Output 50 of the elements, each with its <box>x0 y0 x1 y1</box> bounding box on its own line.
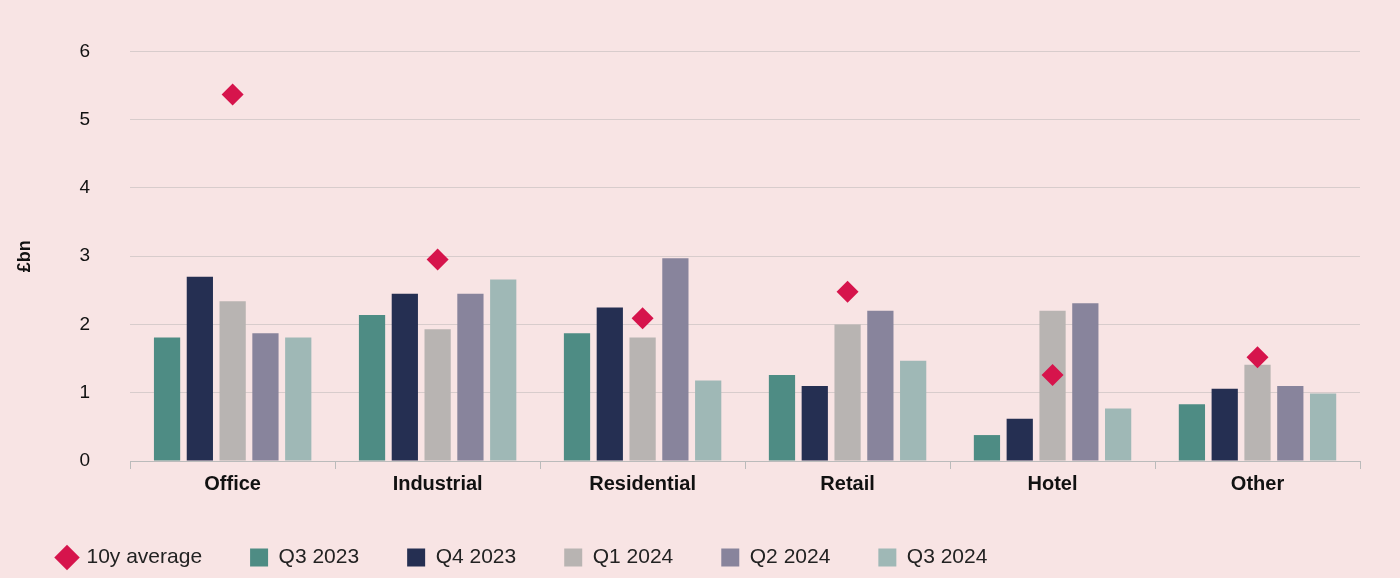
bar <box>1277 385 1304 461</box>
bar <box>1211 388 1238 461</box>
bar <box>1072 303 1099 461</box>
y-axis-title: £bn <box>13 240 34 273</box>
legend-label: 10y average <box>86 544 203 568</box>
bar <box>695 380 722 461</box>
bar <box>1105 408 1132 461</box>
bar <box>457 293 484 461</box>
y-tick-label: 0 <box>79 449 91 471</box>
y-tick-label: 1 <box>79 380 91 402</box>
bar <box>153 337 181 461</box>
bar <box>186 276 213 461</box>
point <box>1041 363 1064 386</box>
bar <box>596 307 623 461</box>
x-tick-label: Office <box>204 471 261 494</box>
bar <box>252 333 279 461</box>
bar <box>662 258 689 461</box>
x-tick-label: Other <box>1230 471 1285 494</box>
legend-label: Q4 2023 <box>435 544 517 568</box>
y-tick-label: 6 <box>79 39 91 61</box>
bar <box>391 293 418 461</box>
x-tick-label: Retail <box>820 471 875 494</box>
bar <box>563 333 591 461</box>
legend-label: Q2 2024 <box>749 544 831 568</box>
bar <box>768 374 796 461</box>
legend-label: Q3 2024 <box>906 544 988 568</box>
x-tick-label: Hotel <box>1027 471 1078 494</box>
point <box>1246 346 1269 369</box>
y-tick-label: 4 <box>79 176 91 198</box>
x-tick-label: Industrial <box>392 471 483 494</box>
bar <box>867 310 894 461</box>
bar <box>801 385 828 461</box>
bar <box>285 337 312 461</box>
legend-label: Q3 2023 <box>278 544 360 568</box>
point <box>426 248 449 271</box>
y-tick-label: 5 <box>79 107 91 129</box>
bar <box>1309 393 1337 461</box>
bar <box>1178 404 1206 461</box>
bar <box>490 279 517 461</box>
point <box>221 83 244 106</box>
legend-label: Q1 2024 <box>592 544 674 568</box>
x-tick-label: Residential <box>589 471 696 494</box>
y-tick-label: 3 <box>79 244 91 266</box>
bar <box>358 314 386 461</box>
point <box>836 280 859 303</box>
bar <box>1006 418 1033 461</box>
bar <box>900 360 927 461</box>
point <box>631 307 654 330</box>
y-tick-label: 2 <box>79 312 91 334</box>
bar <box>973 435 1001 461</box>
